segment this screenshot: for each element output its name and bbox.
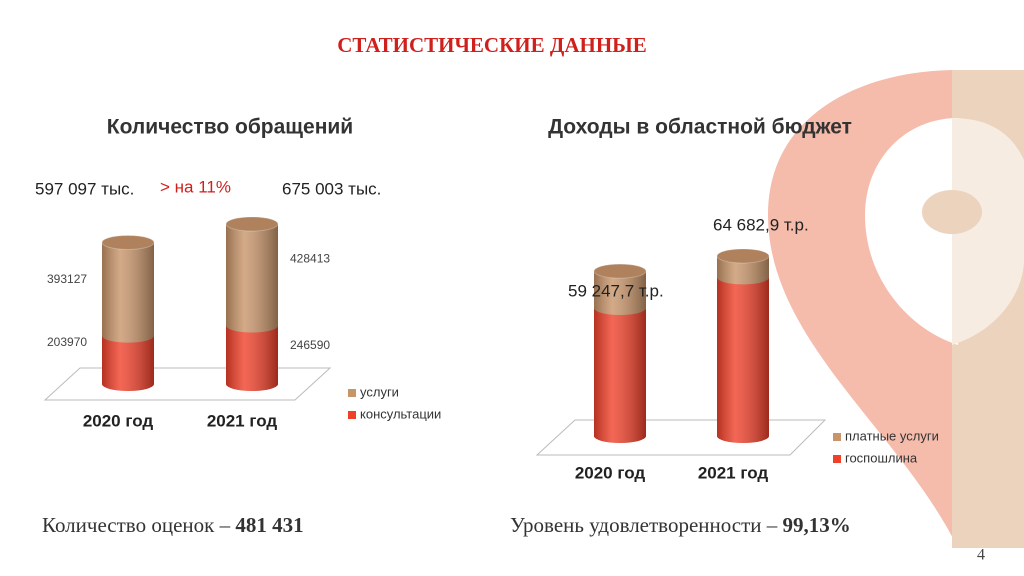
legend-swatch bbox=[348, 389, 356, 397]
legend-swatch bbox=[833, 455, 841, 463]
floor bbox=[43, 367, 332, 401]
note-text: Количество оценок – bbox=[42, 513, 235, 537]
legend-swatch bbox=[833, 433, 841, 441]
right-note: Уровень удовлетворенности – 99,13% bbox=[510, 513, 851, 537]
top-cap bbox=[593, 263, 647, 279]
top-cap-shade bbox=[594, 264, 646, 279]
annotation: 597 097 тыс. bbox=[35, 179, 134, 198]
segment-shade bbox=[102, 335, 154, 384]
data-label: 246590 bbox=[290, 338, 330, 352]
chart-title: Доходы в областной бюджет bbox=[548, 116, 852, 139]
left-note: Количество оценок – 481 431 bbox=[42, 513, 304, 537]
top-cap bbox=[225, 216, 279, 232]
legend-label: платные услуги bbox=[845, 428, 939, 443]
annotation: 675 003 тыс. bbox=[282, 179, 381, 198]
category-label: 2021 год bbox=[698, 463, 769, 482]
note-value: 99,13% bbox=[783, 513, 851, 537]
category-label: 2020 год bbox=[575, 463, 646, 482]
legend-label: госпошлина bbox=[845, 450, 918, 465]
legend-swatch bbox=[348, 411, 356, 419]
top-cap bbox=[716, 248, 770, 264]
note-value: 481 431 bbox=[235, 513, 303, 537]
segment-shade bbox=[717, 277, 769, 436]
top-cap-shade bbox=[717, 249, 769, 263]
data-label: 203970 bbox=[47, 335, 87, 349]
annotation: > на 11% bbox=[160, 177, 231, 196]
category-label: 2020 год bbox=[83, 411, 154, 430]
segment-shade bbox=[226, 224, 278, 326]
page-number: 4 bbox=[977, 547, 985, 564]
floor bbox=[535, 419, 827, 456]
note-text: Уровень удовлетворенности – bbox=[510, 513, 783, 537]
segment-shade bbox=[594, 307, 646, 436]
top-cap bbox=[101, 234, 155, 250]
chart-title: Количество обращений bbox=[107, 116, 353, 139]
segment-shade bbox=[102, 242, 154, 336]
segment-shade bbox=[226, 325, 278, 384]
annotation: 59 247,7 т.р. bbox=[568, 281, 664, 300]
data-label: 393127 bbox=[47, 272, 87, 286]
slide-title: СТАТИСТИЧЕСКИЕ ДАННЫЕ bbox=[337, 33, 647, 57]
annotation: 64 682,9 т.р. bbox=[713, 215, 809, 234]
data-label: 428413 bbox=[290, 252, 330, 266]
category-label: 2021 год bbox=[207, 411, 278, 430]
legend-label: услуги bbox=[360, 384, 399, 399]
background-pin bbox=[768, 70, 1024, 548]
top-cap-shade bbox=[102, 235, 154, 250]
legend-label: консультации bbox=[360, 406, 441, 421]
top-cap-shade bbox=[226, 217, 278, 231]
